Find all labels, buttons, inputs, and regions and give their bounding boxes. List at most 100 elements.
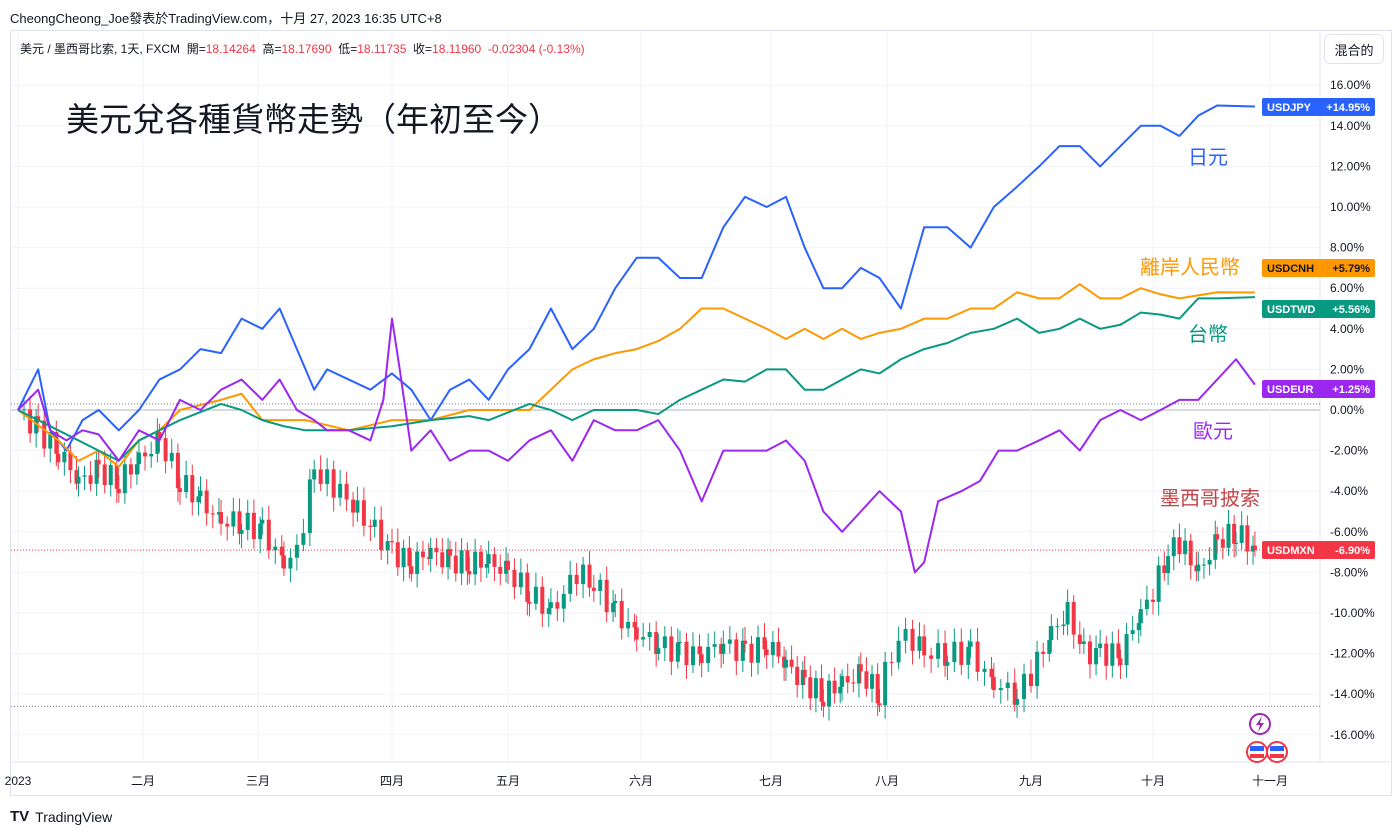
candle-body xyxy=(1087,641,1092,665)
candle-body xyxy=(88,475,93,484)
candle-body xyxy=(231,511,236,527)
us-flag-event-icon xyxy=(1270,754,1284,758)
close-value: 18.11960 xyxy=(432,42,482,56)
candle-body xyxy=(1151,599,1155,602)
candle-body xyxy=(678,641,682,643)
candle-body xyxy=(465,550,470,571)
candle-body xyxy=(1047,640,1052,654)
candle-body xyxy=(1207,559,1212,565)
x-tick-label: 2023 xyxy=(5,774,32,788)
candle-body xyxy=(379,519,384,551)
candle-body xyxy=(518,572,523,588)
candle-body xyxy=(721,643,726,654)
candle-body xyxy=(258,523,263,540)
candle-body xyxy=(1177,537,1182,555)
candle-body xyxy=(54,432,59,454)
candle-body xyxy=(591,587,596,591)
candle-body xyxy=(734,639,739,661)
candle-body xyxy=(991,677,996,691)
candle-body xyxy=(966,646,971,665)
candle-body xyxy=(355,500,360,513)
candle-body xyxy=(656,648,661,654)
candle-body xyxy=(42,420,47,449)
candle-body xyxy=(858,664,863,672)
chart-frame[interactable] xyxy=(10,30,1392,796)
high-value: 18.17690 xyxy=(281,42,332,56)
candle-body xyxy=(808,677,813,699)
y-tick-label: -12.00% xyxy=(1330,647,1375,661)
candle-body xyxy=(473,551,478,575)
candle-body xyxy=(216,512,221,515)
us-flag-event-icon xyxy=(1270,746,1284,751)
candle-body xyxy=(301,533,306,545)
candle-body xyxy=(498,566,503,574)
candle-body xyxy=(453,555,458,574)
candle-body xyxy=(840,676,845,687)
candle-body xyxy=(368,525,373,527)
x-tick-label: 四月 xyxy=(380,774,404,788)
candle-body xyxy=(128,464,133,475)
candle-body xyxy=(198,490,203,497)
candle-body xyxy=(587,564,592,588)
candle-body xyxy=(196,496,201,503)
tradingview-logo-icon: TV xyxy=(10,808,30,825)
tradingview-brand[interactable]: TV TradingView xyxy=(10,808,112,825)
price-tag-symbol: USDEUR xyxy=(1267,384,1314,396)
candle-body xyxy=(783,659,788,668)
y-tick-label: 10.00% xyxy=(1330,200,1371,214)
candle-body xyxy=(697,646,702,655)
candle-body xyxy=(325,469,330,484)
candle-body xyxy=(385,541,390,551)
price-tag-symbol: USDMXN xyxy=(1267,545,1315,557)
candle-body xyxy=(770,641,775,656)
candle-body xyxy=(331,469,336,498)
candle-body xyxy=(1055,626,1060,628)
y-tick-label: -10.00% xyxy=(1330,606,1375,620)
candle-body xyxy=(611,603,616,613)
candle-body xyxy=(190,475,195,503)
candle-body xyxy=(74,470,79,484)
candle-body xyxy=(626,621,631,629)
change-value: -0.02304 (-0.13%) xyxy=(487,42,585,56)
candle-body xyxy=(372,519,377,527)
open-label: 開= xyxy=(186,42,206,56)
candle-body xyxy=(1196,564,1201,572)
candle-body xyxy=(239,529,244,534)
candle-body xyxy=(237,511,242,534)
candle-body xyxy=(401,547,406,568)
candle-body xyxy=(982,668,987,672)
candle-body xyxy=(1232,523,1237,544)
candle-body xyxy=(821,701,826,707)
candle-body xyxy=(1201,564,1206,566)
candle-body xyxy=(251,512,256,540)
scale-mode-button[interactable]: 混合的 xyxy=(1324,34,1384,64)
candle-body xyxy=(675,642,680,662)
candle-body xyxy=(749,643,754,663)
candle-body xyxy=(813,678,818,699)
candle-body xyxy=(169,452,174,462)
candle-body xyxy=(795,666,800,686)
y-tick-label: 6.00% xyxy=(1330,281,1364,295)
candle-body xyxy=(851,682,856,684)
candle-body xyxy=(22,409,27,411)
candle-body xyxy=(756,637,760,663)
candle-body xyxy=(832,680,837,694)
x-tick-label: 二月 xyxy=(131,774,155,788)
candle-body xyxy=(1094,648,1099,665)
y-tick-label: -14.00% xyxy=(1330,687,1375,701)
candle-body xyxy=(561,593,566,609)
price-tag-value: +1.25% xyxy=(1332,384,1370,396)
candle-body xyxy=(943,643,948,666)
candle-body xyxy=(952,641,957,663)
symbol-name[interactable]: 美元 / 墨西哥比索, 1天, FXCM xyxy=(20,42,181,56)
candle-body xyxy=(1215,534,1220,540)
candle-body xyxy=(492,554,497,567)
candle-body xyxy=(989,668,994,678)
low-value: 18.11735 xyxy=(357,42,407,56)
candle-body xyxy=(219,512,224,524)
open-value: 18.14264 xyxy=(205,42,256,56)
candle-body xyxy=(719,644,724,654)
candle-body xyxy=(819,678,824,702)
published-info: CheongCheong_Joe發表於TradingView.com，十月 27… xyxy=(10,11,442,26)
